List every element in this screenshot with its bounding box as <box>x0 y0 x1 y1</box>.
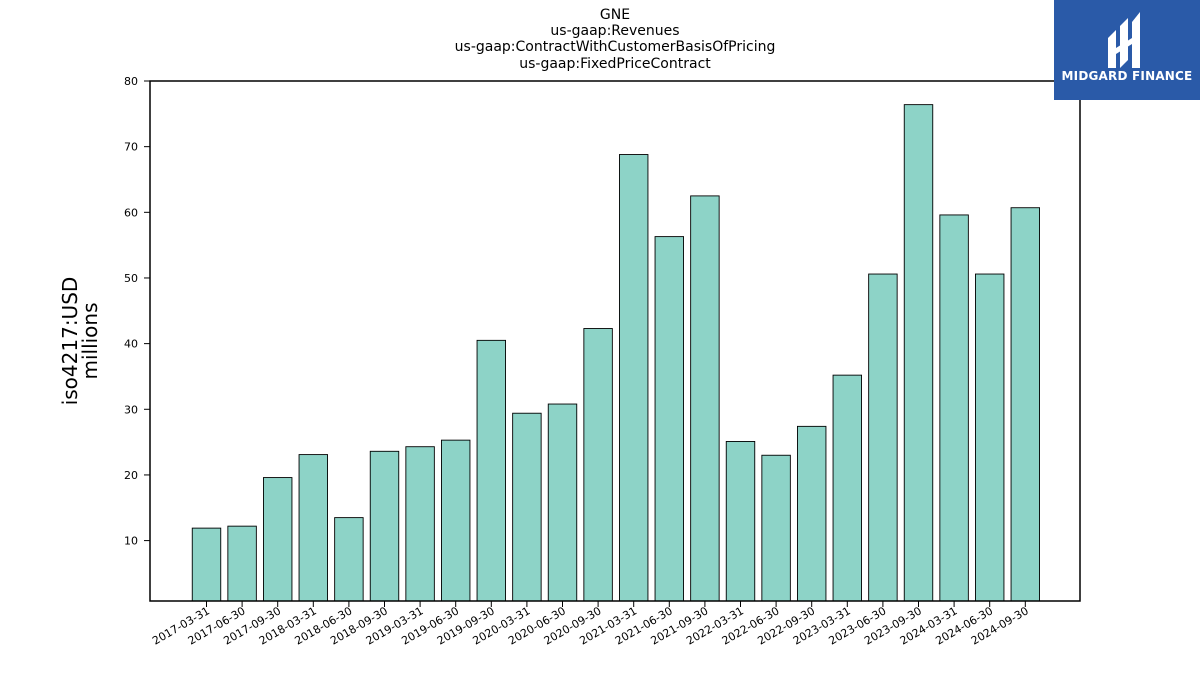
bar-2017-09-30 <box>263 477 293 602</box>
bar-2020-06-30 <box>547 403 578 602</box>
bar-2017-06-30 <box>227 525 257 602</box>
y-axis-label-unit: iso4217:USD <box>58 276 82 406</box>
y-tick-label-10: 10 <box>124 535 138 548</box>
y-axis-label-scale: millions <box>78 302 102 380</box>
bar-2019-06-30 <box>441 439 471 602</box>
bar-2024-06-30 <box>975 273 1005 602</box>
bar-2022-09-30 <box>797 425 827 602</box>
bar-2019-09-30 <box>476 339 506 602</box>
bar-2021-06-30 <box>654 236 684 602</box>
bar-2022-06-30 <box>761 454 791 602</box>
midgard-finance-logo: MIDGARD FINANCE <box>1054 0 1200 100</box>
bar-2023-06-30 <box>868 273 898 602</box>
bar-2023-03-31 <box>832 374 862 602</box>
chart-title-line-3: us-gaap:ContractWithCustomerBasisOfPrici… <box>454 39 776 55</box>
bar-2018-06-30 <box>334 517 364 602</box>
bar-2021-03-31 <box>619 154 649 602</box>
y-axis-label: iso4217:USD millions <box>58 276 102 406</box>
y-tick-label-60: 60 <box>124 206 138 219</box>
chart-title-line-2: us-gaap:Revenues <box>550 23 680 39</box>
bar-2019-03-31 <box>405 446 435 602</box>
y-tick-label-80: 80 <box>124 75 138 88</box>
midgard-logo-mark-icon <box>1108 12 1140 68</box>
bar-2018-09-30 <box>369 450 400 602</box>
bar-2023-09-30 <box>903 104 934 602</box>
plot-frame <box>149 80 1081 602</box>
bar-2020-03-31 <box>512 412 542 602</box>
bar-2022-03-31 <box>725 441 756 602</box>
y-tick-label-30: 30 <box>124 403 138 416</box>
chart-title-line-4: us-gaap:FixedPriceContract <box>519 56 711 72</box>
logo-text: MIDGARD FINANCE <box>1061 69 1193 83</box>
y-tick-label-20: 20 <box>124 469 138 482</box>
y-tick-label-40: 40 <box>124 338 138 351</box>
bar-2021-09-30 <box>690 195 720 602</box>
y-tick-label-50: 50 <box>124 272 138 285</box>
y-tick-label-70: 70 <box>124 141 138 154</box>
bar-2017-03-31 <box>191 527 222 602</box>
chart-title-line-1: GNE <box>599 7 631 23</box>
bar-2020-09-30 <box>583 328 613 602</box>
bar-2024-09-30 <box>1010 207 1040 602</box>
bar-2024-03-31 <box>939 214 969 602</box>
bar-2018-03-31 <box>298 454 328 602</box>
